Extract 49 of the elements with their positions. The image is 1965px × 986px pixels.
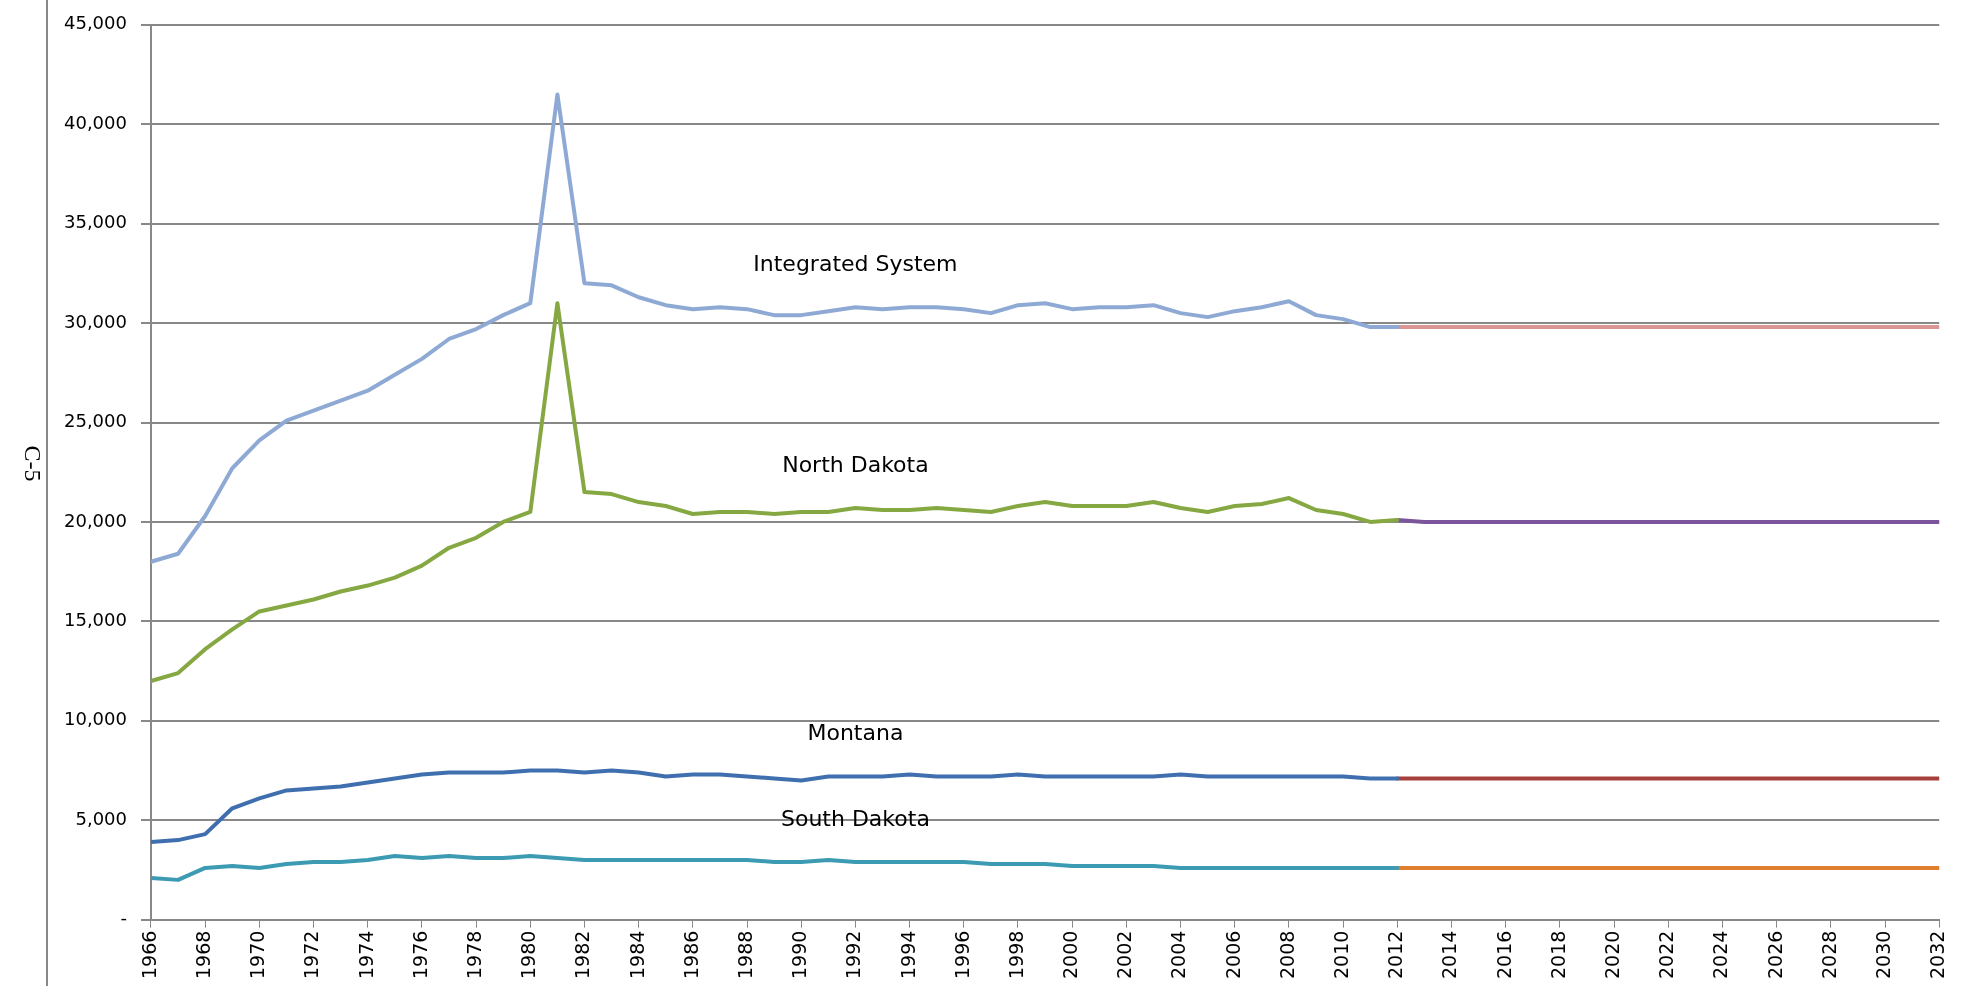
x-tick-label: 1984: [625, 930, 648, 980]
x-tick-label: 1972: [300, 930, 323, 980]
x-tick-label: 1990: [788, 930, 811, 980]
y-tick-label: 20,000: [64, 509, 127, 531]
x-tick-label: 1998: [1004, 930, 1027, 980]
x-tick-label: 2020: [1601, 930, 1624, 980]
y-tick-label: 5,000: [75, 807, 127, 829]
x-tick-label: 1996: [950, 930, 973, 980]
y-tick-label: -: [120, 907, 127, 929]
y-tick-label: 45,000: [64, 12, 127, 34]
series-label: Montana: [807, 720, 904, 746]
x-tick-label: 1978: [463, 930, 486, 980]
x-tick-label: 1994: [896, 930, 919, 980]
x-tick-label: 1970: [246, 930, 269, 980]
x-tick-label: 2018: [1546, 930, 1569, 980]
x-tick-label: 2004: [1167, 930, 1190, 980]
x-tick-label: 2016: [1492, 930, 1515, 980]
x-tick-label: 1982: [571, 930, 594, 980]
x-tick-label: 1976: [408, 930, 431, 980]
x-tick-label: 2008: [1275, 930, 1298, 980]
y-tick-label: 15,000: [64, 609, 127, 631]
x-tick-label: 2000: [1059, 930, 1082, 980]
x-tick-label: 1974: [354, 930, 377, 980]
series-label: South Dakota: [780, 805, 930, 831]
x-tick-label: 1968: [192, 930, 215, 980]
x-tick-label: 1986: [679, 930, 702, 980]
x-tick-label: 2014: [1438, 930, 1461, 980]
y-tick-label: 10,000: [64, 708, 127, 730]
x-tick-label: 2032: [1926, 930, 1949, 980]
x-tick-label: 1992: [842, 930, 865, 980]
x-tick-label: 1966: [137, 930, 160, 980]
series-label: Integrated System: [753, 250, 958, 276]
x-tick-label: 2024: [1709, 930, 1732, 980]
x-tick-label: 2028: [1817, 930, 1840, 980]
x-tick-label: 2010: [1330, 930, 1353, 980]
x-tick-label: 1988: [733, 930, 756, 980]
series-label: North Dakota: [782, 451, 929, 477]
x-tick-label: 2012: [1384, 930, 1407, 980]
x-tick-label: 1980: [517, 930, 540, 980]
text: C-5: [18, 445, 46, 482]
x-tick-label: 2030: [1871, 930, 1894, 980]
x-tick-label: 2006: [1221, 930, 1244, 980]
y-tick-label: 35,000: [64, 211, 127, 233]
x-tick-label: 2002: [1113, 930, 1136, 980]
x-tick-label: 2026: [1763, 930, 1786, 980]
x-tick-label: 2022: [1655, 930, 1678, 980]
y-tick-label: 30,000: [64, 310, 127, 332]
y-tick-label: 40,000: [64, 111, 127, 133]
y-tick-label: 25,000: [64, 410, 127, 432]
